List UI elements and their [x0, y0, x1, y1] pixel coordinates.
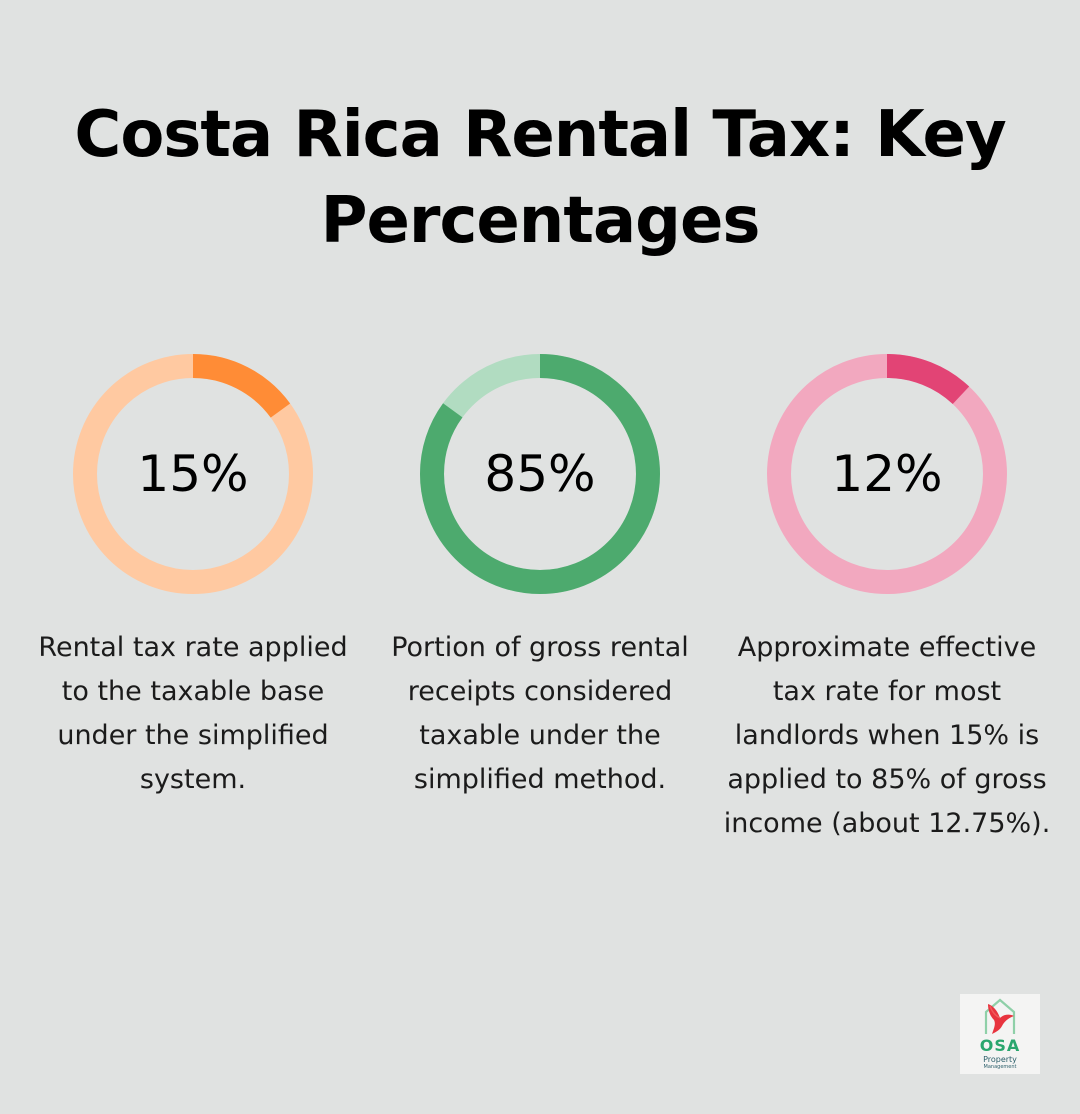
stat-description: Rental tax rate applied to the taxable b… — [38, 632, 348, 795]
stat-description: Portion of gross rental receipts conside… — [391, 632, 689, 795]
brand-logo: OSA Property Management — [960, 994, 1040, 1074]
donut-chart: 12% — [767, 354, 1007, 594]
donut-chart: 15% — [73, 354, 313, 594]
logo-line3: Management — [983, 1064, 1017, 1070]
stat-description: Approximate effective tax rate for most … — [723, 632, 1051, 839]
page-title: Costa Rica Rental Tax: Key Percentages — [74, 98, 1006, 258]
percentage-value: 12% — [831, 445, 943, 503]
percentage-value: 15% — [137, 445, 249, 503]
logo-name: OSA — [979, 1036, 1021, 1055]
donut-chart: 85% — [420, 354, 660, 594]
parrot-house-icon — [984, 998, 1016, 1034]
percentage-value: 85% — [484, 445, 596, 503]
logo-line2: Property — [983, 1055, 1017, 1064]
